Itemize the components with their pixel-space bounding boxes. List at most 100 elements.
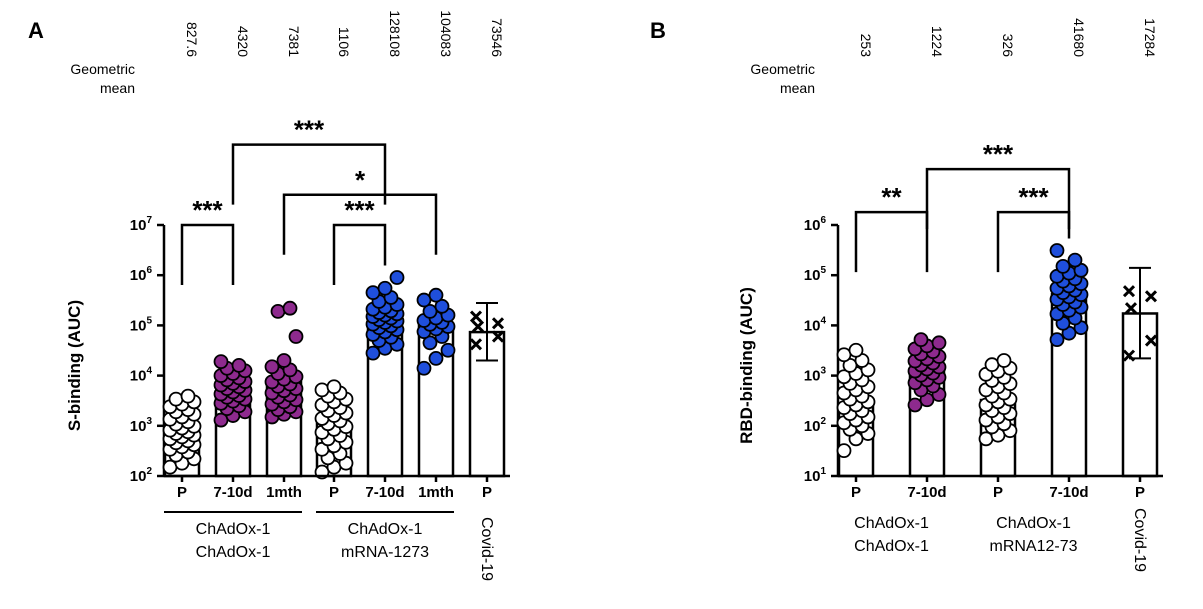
y-tick-label: 105 — [130, 315, 153, 334]
data-point — [365, 345, 381, 361]
data-point — [276, 353, 292, 368]
data-point — [984, 357, 1000, 373]
group-label: ChAdOx-1 — [996, 515, 1071, 532]
y-tick-base: 10 — [130, 368, 147, 385]
y-tick-exponent: 5 — [146, 315, 152, 326]
data-point — [1049, 243, 1065, 258]
geo-mean-value: 827.6 — [184, 22, 200, 57]
data-point-cross — [469, 310, 483, 323]
y-tick-label: 103 — [130, 416, 153, 435]
y-tick-exponent: 6 — [820, 215, 826, 226]
y-tick-exponent: 4 — [820, 315, 826, 326]
significance-bracket — [996, 210, 1071, 273]
x-tick-label: P — [993, 484, 1003, 501]
data-point — [836, 347, 852, 363]
x-tick-label: 7-10d — [1049, 484, 1088, 501]
data-point — [326, 379, 342, 395]
data-point — [428, 351, 444, 366]
data-point — [314, 382, 330, 398]
y-tick-label: 102 — [130, 466, 153, 485]
group-label: mRNA12-73 — [989, 538, 1077, 555]
data-point-cross — [491, 330, 505, 343]
geo-mean-value: 1106 — [336, 27, 352, 57]
group-label: ChAdOx-1 — [854, 538, 929, 555]
data-point — [416, 360, 432, 376]
x-tick-label: P — [851, 484, 861, 501]
y-tick-label: 107 — [130, 215, 153, 234]
significance-bracket — [282, 193, 438, 255]
data-point — [264, 359, 280, 375]
data-point — [282, 300, 298, 316]
data-point — [931, 335, 947, 351]
data-point-cross — [471, 320, 485, 333]
y-tick-base: 10 — [804, 368, 821, 385]
y-axis-label: S-binding (AUC) — [65, 300, 84, 431]
data-point — [1049, 332, 1065, 348]
y-tick-base: 10 — [130, 217, 147, 234]
y-tick-exponent: 1 — [820, 466, 826, 477]
y-tick-base: 10 — [804, 468, 821, 485]
y-tick-exponent: 2 — [820, 416, 826, 427]
geo-mean-value: 326 — [1000, 34, 1016, 58]
y-tick-exponent: 2 — [146, 466, 152, 477]
x-tick-label: 7-10d — [907, 484, 946, 501]
significance-label: *** — [294, 115, 325, 145]
significance-label: *** — [344, 195, 375, 225]
y-tick-label: 102 — [804, 416, 827, 435]
data-point-cross — [1144, 334, 1158, 347]
geo-mean-label: Geometric — [750, 61, 815, 77]
data-point — [1055, 258, 1071, 274]
y-axis-label: RBD-binding (AUC) — [737, 287, 756, 444]
group-label: ChAdOx-1 — [348, 521, 423, 538]
data-point — [168, 391, 184, 407]
significance-label: *** — [983, 139, 1014, 169]
group-label: Covid-19 — [1131, 508, 1148, 572]
geo-mean-value: 253 — [858, 34, 874, 58]
data-point — [848, 342, 864, 358]
significance-bracket — [332, 223, 387, 285]
x-tick-label: 1mth — [418, 484, 454, 501]
data-point — [416, 292, 432, 308]
geo-mean-value: 17284 — [1142, 18, 1158, 57]
data-point-cross — [1122, 285, 1136, 298]
significance-label: ** — [881, 182, 902, 212]
data-point-cross — [491, 317, 505, 330]
y-tick-exponent: 7 — [146, 215, 152, 226]
data-point — [213, 354, 229, 370]
data-point — [913, 332, 929, 348]
x-tick-label: 7-10d — [365, 484, 404, 501]
y-tick-label: 105 — [804, 265, 827, 284]
y-tick-exponent: 5 — [820, 265, 826, 276]
group-label: ChAdOx-1 — [196, 544, 271, 561]
significance-bracket — [231, 143, 387, 205]
geo-mean-value: 7381 — [286, 26, 302, 57]
y-tick-exponent: 4 — [146, 366, 152, 377]
y-tick-label: 104 — [130, 366, 153, 385]
geo-mean-value: 1224 — [929, 26, 945, 57]
x-tick-label: 1mth — [266, 484, 302, 501]
data-point — [422, 304, 438, 319]
data-point — [365, 285, 381, 301]
data-point-cross — [1124, 302, 1138, 315]
panel-letter: B — [650, 18, 666, 43]
data-point — [836, 443, 852, 459]
geo-mean-value: 41680 — [1071, 18, 1087, 57]
bar — [468, 330, 506, 478]
data-point — [428, 287, 444, 303]
group-label: Covid-19 — [478, 517, 495, 581]
geo-mean-label: mean — [780, 80, 815, 96]
data-point — [434, 298, 450, 314]
y-tick-label: 106 — [804, 215, 827, 234]
geo-mean-label: mean — [100, 80, 135, 96]
y-tick-base: 10 — [804, 418, 821, 435]
geo-mean-value: 4320 — [235, 26, 251, 57]
significance-label: *** — [192, 195, 223, 225]
significance-bracket — [925, 167, 1071, 230]
data-point — [162, 459, 178, 475]
significance-bracket — [854, 210, 929, 273]
group-label: ChAdOx-1 — [196, 521, 271, 538]
data-point — [270, 304, 286, 319]
data-point — [440, 342, 456, 358]
